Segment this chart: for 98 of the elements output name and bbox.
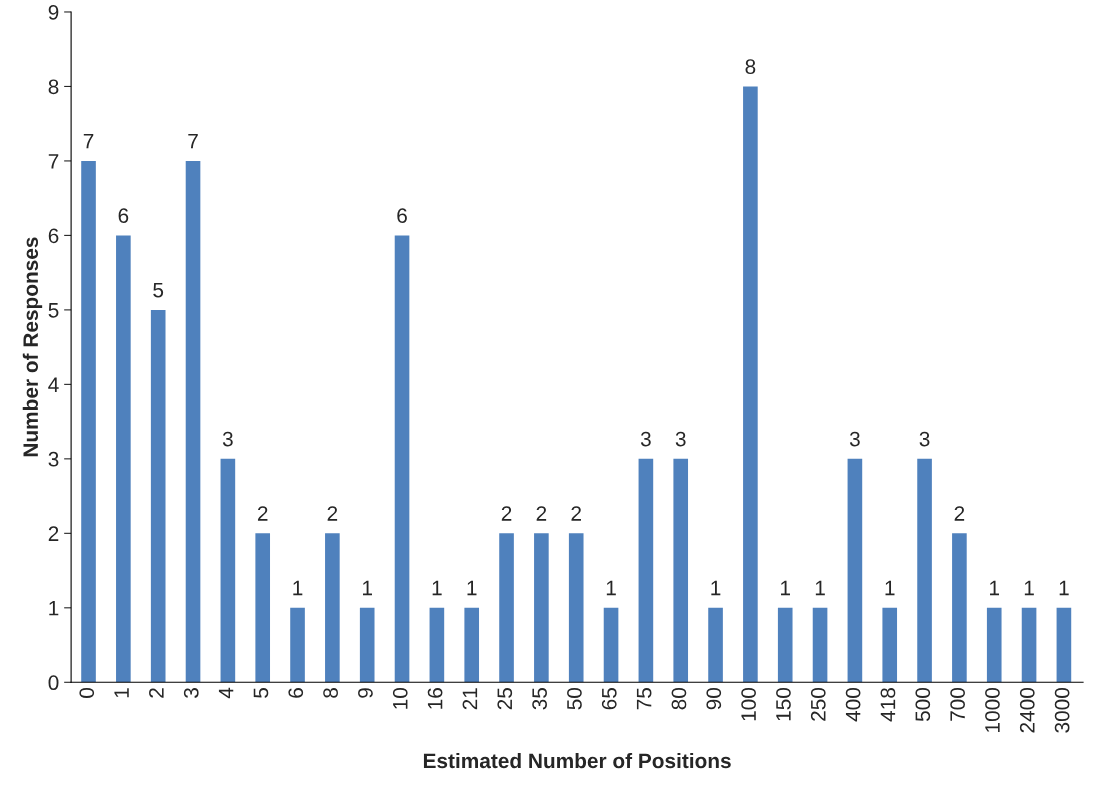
bar <box>534 533 549 683</box>
x-tick-label: 150 <box>776 687 791 721</box>
data-label: 2 <box>327 506 338 521</box>
x-tick-label: 4 <box>218 687 234 699</box>
data-label: 5 <box>153 282 164 298</box>
x-tick-label: 16 <box>427 688 443 709</box>
x-tick-label: 10 <box>392 687 408 709</box>
x-tick-label: 35 <box>532 688 547 710</box>
bar <box>394 235 410 683</box>
data-label: 1 <box>606 580 616 596</box>
data-label: 3 <box>849 431 860 447</box>
y-tick-label: 8 <box>48 79 59 95</box>
data-label: 1 <box>1024 580 1034 596</box>
bar <box>429 607 445 683</box>
data-label: 1 <box>467 580 477 596</box>
x-tick-label: 3000 <box>1054 687 1070 733</box>
y-tick-label: 3 <box>48 451 59 467</box>
bar <box>150 309 166 683</box>
bar <box>325 533 340 683</box>
x-tick-label: 8 <box>323 688 338 698</box>
bar <box>882 607 898 683</box>
x-tick-label: 5 <box>253 688 269 698</box>
bar <box>777 607 793 683</box>
x-tick-label: 50 <box>567 687 582 710</box>
x-tick-label: 400 <box>845 687 861 722</box>
x-axis-title: Estimated Number of Positions <box>423 752 731 769</box>
x-tick-label: 2400 <box>1019 687 1035 733</box>
bar <box>290 607 305 683</box>
x-tick-label: 418 <box>880 688 896 722</box>
bar <box>1021 607 1037 683</box>
bar <box>185 160 201 683</box>
y-tick-label: 4 <box>48 377 59 392</box>
bar <box>464 607 480 683</box>
y-tick-label: 9 <box>48 4 59 20</box>
data-label: 1 <box>363 580 372 596</box>
x-tick-label: 21 <box>462 688 478 710</box>
data-label: 2 <box>536 506 547 521</box>
data-label: 7 <box>188 133 198 149</box>
bar <box>1056 607 1072 683</box>
y-tick-label: 1 <box>49 601 59 616</box>
bar <box>359 607 375 683</box>
x-tick-label: 2 <box>149 688 164 698</box>
bar <box>81 160 96 683</box>
data-label: 8 <box>745 59 756 74</box>
x-tick-label: 6 <box>288 688 304 698</box>
bar <box>847 458 863 683</box>
data-label: 3 <box>919 431 930 447</box>
y-tick-label: 2 <box>48 526 59 541</box>
x-tick-label: 65 <box>601 688 617 710</box>
y-tick-label: 5 <box>48 303 59 318</box>
x-tick-label: 9 <box>358 688 373 698</box>
x-tick-label: 25 <box>497 688 513 710</box>
bar <box>220 458 236 683</box>
x-tick-label: 250 <box>810 687 826 721</box>
x-tick-label: 1000 <box>985 687 1000 732</box>
x-tick-label: 500 <box>915 687 931 722</box>
data-label: 3 <box>675 431 686 447</box>
x-tick-label: 80 <box>671 687 687 710</box>
y-axis-title: Number of Responses <box>22 237 43 457</box>
x-tick-label: 700 <box>950 687 965 721</box>
data-label: 1 <box>711 580 721 596</box>
x-tick-label: 3 <box>183 688 199 698</box>
data-label: 1 <box>432 580 442 596</box>
x-tick-label: 0 <box>79 687 95 698</box>
data-label: 3 <box>222 431 233 447</box>
data-label: 1 <box>815 580 825 596</box>
data-label: 7 <box>83 133 94 149</box>
data-label: 6 <box>118 208 129 223</box>
bar <box>673 458 689 683</box>
data-label: 1 <box>781 580 790 596</box>
bar <box>603 607 619 683</box>
bar <box>499 533 514 683</box>
data-label: 1 <box>885 580 895 596</box>
bar <box>952 533 967 683</box>
data-label: 1 <box>990 580 1000 596</box>
data-label: 3 <box>640 431 651 447</box>
y-tick-label: 6 <box>48 228 59 244</box>
x-tick-label: 100 <box>741 687 756 721</box>
bar <box>638 458 654 683</box>
data-label: 2 <box>954 506 965 521</box>
x-tick-label: 1 <box>114 688 129 698</box>
bar <box>708 607 723 683</box>
data-label: 1 <box>293 580 303 596</box>
bar <box>116 235 131 683</box>
data-label: 6 <box>397 208 407 223</box>
y-tick-label: 7 <box>48 154 59 169</box>
x-tick-label: 75 <box>636 688 652 710</box>
bar <box>255 533 271 683</box>
bar <box>743 86 758 683</box>
bar <box>917 458 932 683</box>
bar <box>568 533 584 683</box>
data-label: 1 <box>1059 580 1069 596</box>
bar <box>812 607 828 683</box>
bar <box>986 607 1002 683</box>
data-label: 2 <box>501 506 512 521</box>
data-label: 2 <box>257 506 268 521</box>
data-label: 2 <box>571 506 581 521</box>
x-tick-label: 90 <box>706 687 722 710</box>
